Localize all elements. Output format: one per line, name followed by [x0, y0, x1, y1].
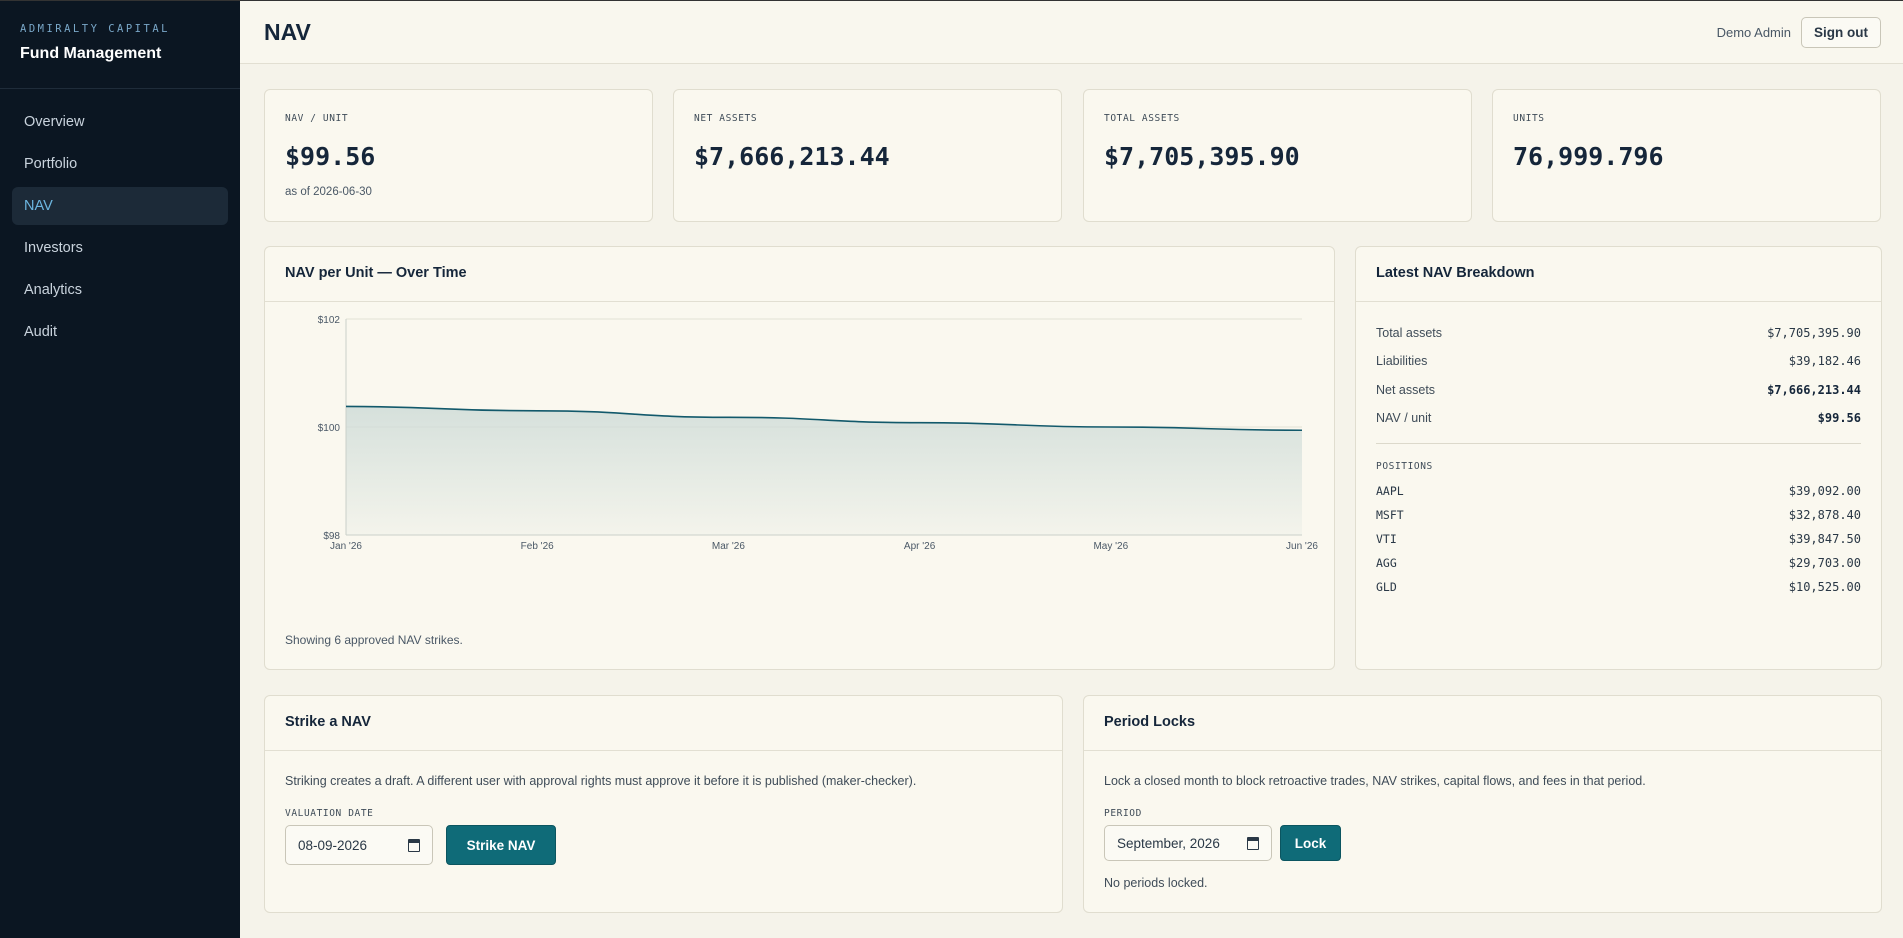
- position-ticker: MSFT: [1376, 508, 1404, 522]
- period-input[interactable]: September, 2026: [1104, 825, 1272, 861]
- stat-as-of-date: as of 2026-06-30: [285, 186, 372, 198]
- breakdown-row-total-assets: Total assets $7,705,395.90: [1376, 326, 1861, 344]
- sidebar: ADMIRALTY CAPITAL Fund Management Overvi…: [0, 0, 240, 938]
- nav-line: [345, 405, 1303, 432]
- date-value: 08-09-2026: [298, 838, 368, 853]
- position-ticker: AGG: [1376, 556, 1397, 570]
- stat-card-units: UNITS 76,999.796: [1492, 89, 1881, 222]
- nav-chart: $98 $100 $102 Jan '26 Feb '26 Mar '26 Apr '26 M…: [318, 315, 1319, 552]
- x-tick-label: Jun '26: [1286, 541, 1318, 552]
- row-label: Net assets: [1376, 383, 1436, 397]
- strike-nav-card: Strike a NAV Striking creates a draft. A…: [264, 695, 1063, 913]
- x-tick-label: Apr '26: [904, 541, 936, 552]
- x-tick-label: Jan '26: [330, 541, 362, 552]
- stat-value: 76,999.796: [1513, 142, 1664, 171]
- y-tick-label: $98: [323, 531, 340, 542]
- stat-label: TOTAL ASSETS: [1104, 113, 1180, 124]
- x-tick-label: Mar '26: [712, 541, 745, 552]
- row-label: Total assets: [1376, 326, 1443, 340]
- nav-chart-card: NAV per Unit — Over Time $98 $100 $102 Jan …: [264, 246, 1335, 670]
- x-tick-label: Feb '26: [521, 541, 554, 552]
- calendar-icon[interactable]: [408, 839, 420, 852]
- position-value: $32,878.40: [1788, 508, 1861, 522]
- locks-description: Lock a closed month to block retroactive…: [1104, 774, 1646, 788]
- page-title: NAV: [264, 19, 311, 45]
- chart-caption: Showing 6 approved NAV strikes.: [285, 633, 463, 647]
- sidebar-item-investors[interactable]: Investors: [24, 240, 83, 256]
- row-value: $39,182.46: [1788, 354, 1861, 368]
- stat-label: NAV / UNIT: [285, 113, 349, 124]
- top-header: NAV Demo Admin Sign out: [240, 0, 1903, 64]
- sidebar-item-portfolio[interactable]: Portfolio: [24, 156, 78, 172]
- position-value: $39,092.00: [1788, 484, 1861, 498]
- period-value: September, 2026: [1117, 836, 1220, 851]
- position-ticker: GLD: [1376, 580, 1397, 594]
- calendar-icon[interactable]: [1247, 837, 1259, 850]
- stat-value: $7,666,213.44: [694, 142, 890, 171]
- row-value: $99.56: [1817, 411, 1861, 425]
- stat-label: UNITS: [1513, 113, 1545, 124]
- stat-value: $99.56: [285, 142, 376, 171]
- row-label: NAV / unit: [1376, 411, 1432, 425]
- brand-title: Fund Management: [20, 45, 162, 62]
- sidebar-item-analytics[interactable]: Analytics: [24, 282, 83, 298]
- valuation-date-input[interactable]: 08-09-2026: [285, 825, 433, 865]
- valuation-date-label: VALUATION DATE: [285, 808, 374, 819]
- sign-out-button[interactable]: Sign out: [1801, 17, 1881, 48]
- nav-breakdown-card: Latest NAV Breakdown Total assets $7,705…: [1355, 246, 1882, 670]
- sidebar-nav: Overview Portfolio NAV Investors Analyti…: [0, 89, 240, 351]
- breakdown-row-net-assets: Net assets $7,666,213.44: [1376, 383, 1861, 401]
- position-row: AGG $29,703.00: [1376, 556, 1861, 574]
- row-value: $7,666,213.44: [1767, 383, 1861, 397]
- position-row: GLD $10,525.00: [1376, 580, 1861, 598]
- position-ticker: VTI: [1376, 532, 1397, 546]
- stat-value: $7,705,395.90: [1104, 142, 1300, 171]
- nav-area: [346, 406, 1302, 535]
- stat-label: NET ASSETS: [694, 113, 758, 124]
- no-locks-message: No periods locked.: [1104, 876, 1208, 890]
- period-label: PERIOD: [1104, 808, 1142, 819]
- stat-card-net-assets: NET ASSETS $7,666,213.44: [673, 89, 1062, 222]
- position-row: AAPL $39,092.00: [1376, 484, 1861, 502]
- y-tick-label: $100: [318, 423, 341, 434]
- stat-card-total-assets: TOTAL ASSETS $7,705,395.90: [1083, 89, 1472, 222]
- card-title: NAV per Unit — Over Time: [265, 247, 1334, 302]
- card-title: Period Locks: [1084, 696, 1881, 751]
- strike-nav-button[interactable]: Strike NAV: [446, 825, 556, 865]
- position-ticker: AAPL: [1376, 484, 1404, 498]
- divider: [1376, 443, 1861, 444]
- breakdown-row-liabilities: Liabilities $39,182.46: [1376, 354, 1861, 372]
- position-value: $39,847.50: [1788, 532, 1861, 546]
- brand: ADMIRALTY CAPITAL Fund Management: [0, 1, 240, 89]
- position-row: VTI $39,847.50: [1376, 532, 1861, 550]
- user-name: Demo Admin: [1716, 25, 1791, 40]
- row-label: Liabilities: [1376, 354, 1428, 368]
- breakdown-row-nav-unit: NAV / unit $99.56: [1376, 411, 1861, 429]
- sidebar-item-overview[interactable]: Overview: [24, 114, 85, 130]
- card-title: Latest NAV Breakdown: [1356, 247, 1881, 302]
- card-title: Strike a NAV: [265, 696, 1062, 751]
- row-value: $7,705,395.90: [1767, 326, 1861, 340]
- period-locks-card: Period Locks Lock a closed month to bloc…: [1083, 695, 1882, 913]
- x-tick-label: May '26: [1093, 541, 1128, 552]
- positions-heading: POSITIONS: [1376, 461, 1433, 472]
- position-value: $10,525.00: [1788, 580, 1861, 594]
- brand-subtitle: ADMIRALTY CAPITAL: [20, 23, 170, 35]
- sidebar-item-audit[interactable]: Audit: [24, 324, 58, 340]
- position-value: $29,703.00: [1788, 556, 1861, 570]
- position-row: MSFT $32,878.40: [1376, 508, 1861, 526]
- sidebar-item-nav[interactable]: NAV: [12, 187, 228, 225]
- y-tick-label: $102: [318, 315, 341, 326]
- stat-card-nav-unit: NAV / UNIT $99.56 as of 2026-06-30: [264, 89, 653, 222]
- strike-description: Striking creates a draft. A different us…: [285, 774, 917, 788]
- lock-button[interactable]: Lock: [1280, 825, 1341, 861]
